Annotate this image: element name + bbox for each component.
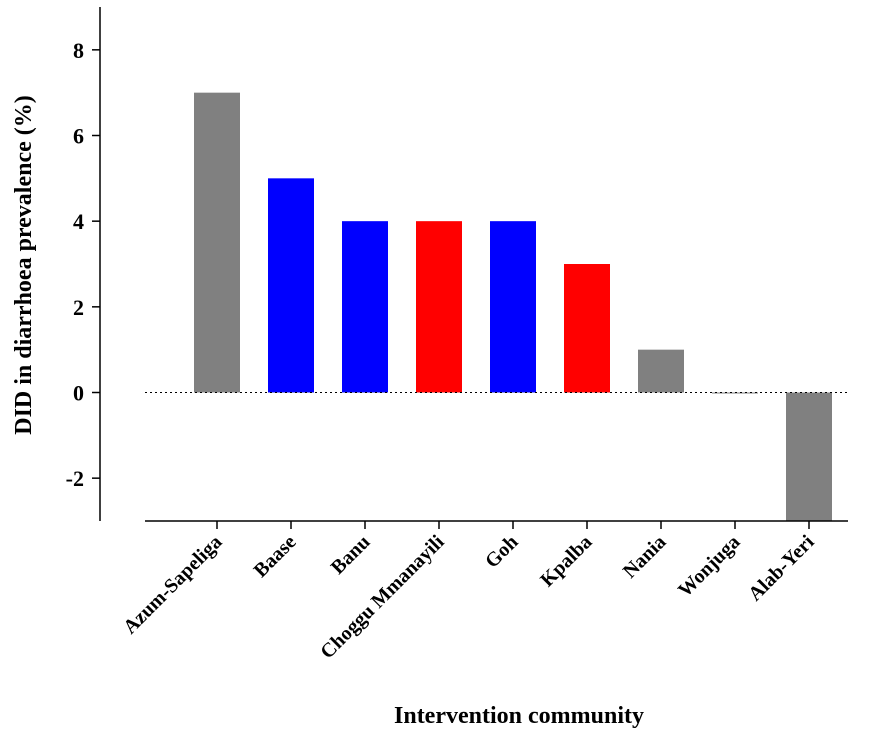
x-tick-label: Goh [481, 531, 522, 572]
y-tick-label: -2 [66, 466, 84, 491]
x-tick-label: Kpalba [536, 531, 596, 591]
y-tick-label: 0 [73, 381, 84, 406]
x-tick-label: Alab-Yeri [744, 531, 819, 606]
bar [416, 221, 462, 393]
y-ticks-group: -2 0 2 4 6 8 [66, 38, 100, 491]
y-tick-label: 6 [73, 124, 84, 149]
bar [268, 178, 314, 393]
y-tick-label: 2 [73, 295, 84, 320]
y-tick-label: 4 [73, 209, 84, 234]
x-tick-label: Nania [619, 531, 671, 583]
bar [786, 392, 832, 521]
bar [490, 221, 536, 393]
x-tick-label: Baase [250, 531, 301, 582]
x-tick-label: Azum-Sapeliga [119, 531, 226, 638]
bar [638, 349, 684, 393]
bar [342, 221, 388, 393]
x-tick-label: Wonjuga [674, 531, 745, 602]
bar [194, 92, 240, 393]
bars-group [194, 92, 832, 521]
x-axis-title: Intervention community [394, 703, 644, 729]
x-tick-label: Banu [327, 531, 375, 579]
y-tick-label: 8 [73, 38, 84, 63]
bar [564, 264, 610, 393]
y-axis-title: DID in diarrhoea prevalence (%) [11, 95, 37, 435]
x-tick-label: Choggu Mmanayili [316, 531, 449, 664]
